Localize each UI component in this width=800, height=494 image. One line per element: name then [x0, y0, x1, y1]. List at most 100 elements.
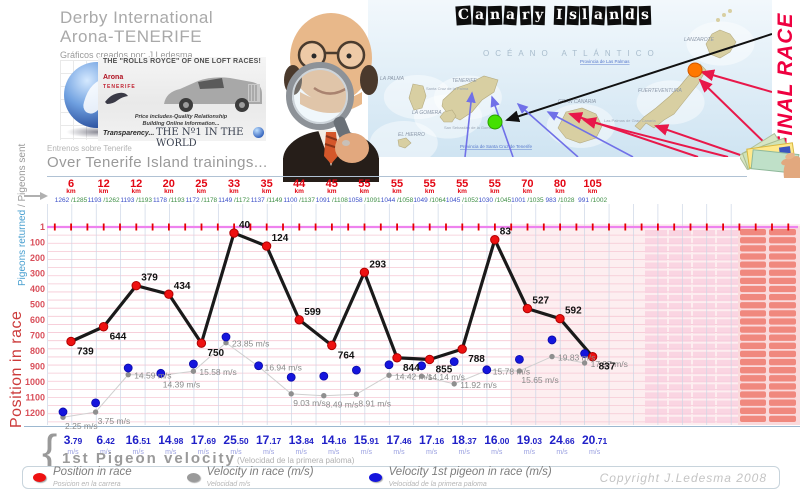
distance-unit: km: [261, 188, 272, 195]
canary-title-letter: r: [519, 5, 532, 26]
y-axis-tick-label: 300: [30, 268, 45, 278]
legend-item: Velocity in race (m/s) Velocidad m/s: [186, 466, 314, 489]
position-label: 855: [436, 364, 453, 375]
race-velocity-label: 14.42 m/s: [395, 371, 432, 381]
island-label: LANZAROTE: [684, 37, 715, 43]
town-label: San Sebastián de la Gomera: [444, 125, 496, 130]
first-pigeon-velocity-value: 17.69 m/s: [190, 433, 216, 456]
position-label: 788: [468, 354, 485, 365]
first-pigeon-velocity-value: 14.98 m/s: [158, 433, 184, 456]
first-pigeon-velocity-value: 17.46 m/s: [386, 433, 412, 456]
returned-sent-counts: 1049 /1064: [413, 197, 446, 204]
training-column-header: 55 km 1044 /1058: [375, 179, 419, 205]
first-pigeon-velocity-value: 17.16 m/s: [419, 433, 445, 456]
position-label: 434: [174, 281, 191, 292]
island-shape: [634, 63, 707, 131]
distance-value: 105: [583, 178, 602, 190]
training-column-header: 80 km 983 /1028: [538, 179, 582, 205]
returned-sent-counts: 1172 /1178: [185, 197, 218, 204]
first-pigeon-velocity-value: 16.00 m/s: [484, 433, 510, 456]
tagline-1: Price includes-Quality Relationship: [134, 114, 228, 120]
island-label: GRAN CANARIA: [558, 99, 597, 105]
brace-glyph: {: [42, 425, 58, 477]
distance-unit: km: [294, 188, 304, 195]
canary-map-svg: OCÉANO ATLÁNTICO LA PALMA TENERIFE LA GOMER…: [368, 0, 773, 165]
position-label: 739: [77, 346, 94, 357]
first-pigeon-velocity-value: 14.16 m/s: [321, 433, 347, 456]
distance-unit: km: [490, 188, 500, 195]
distance-value: 25: [195, 178, 208, 190]
distance-unit: km: [98, 188, 109, 195]
first-pigeon-velocity-value: 3.79 m/s: [63, 433, 83, 456]
y-axis-tick-label: 100: [30, 237, 45, 247]
sponsor-banner: THE "ROLLS ROYCE" OF ONE LOFT RACES! Aro…: [98, 57, 266, 149]
race-velocity-label: 15.78 m/s: [493, 367, 530, 377]
island-label: TENERIFE: [452, 78, 477, 84]
distance-unit: km: [131, 188, 141, 195]
island-shape: [408, 83, 427, 111]
training-column-header: 35 km 1137 /1149: [245, 178, 289, 205]
distance-unit: km: [424, 188, 435, 195]
legend-dot-icon: [33, 473, 46, 482]
euro-money-image: [740, 132, 800, 178]
canary-title-letter: s: [638, 5, 652, 26]
training-column-header: 55 km 1058 /1091: [342, 178, 386, 205]
first-pigeon-velocity-value: 24.66 m/s: [549, 433, 575, 456]
island-label: LA GOMERA: [412, 110, 442, 116]
distance-unit: km: [522, 188, 533, 195]
y-axis-tick-label: 500: [30, 299, 45, 309]
position-label: 40: [239, 220, 251, 231]
arona-logo-bottom: TENERIFE: [103, 84, 136, 90]
y-axis-tick-label: 200: [30, 253, 45, 263]
distance-value: 12: [97, 178, 110, 190]
y-axis-tick-label: 800: [30, 346, 45, 356]
y-axis-tick-label: 400: [30, 284, 45, 294]
returned-sent-counts: 1044 /1058: [380, 197, 414, 204]
race-velocity-label: 14.59 m/s: [134, 371, 171, 381]
canary-title-letter: C: [455, 5, 472, 26]
returned-sent-counts: 1030 /1045: [478, 197, 512, 204]
returned-sent-counts: 1100 /1137: [283, 197, 315, 204]
arona-logo-top: Arona: [103, 74, 124, 81]
province-label: Provincia de Santa Cruz de Tenerife: [460, 144, 532, 149]
race-velocity-label: 9.03 m/s: [293, 398, 326, 408]
distance-unit: km: [164, 188, 174, 195]
legend-item: Velocity 1st pigeon in race (m/s) Velocid…: [368, 466, 552, 489]
race-velocity-label: 8.49 m/s: [326, 400, 359, 410]
legend-dot-icon: [368, 473, 382, 482]
canary-title-letter: l: [580, 5, 591, 26]
training-column-header: 6 km 1262 /1285: [49, 179, 93, 205]
y-axis-tick-label: 700: [30, 330, 45, 340]
returned-sent-counts: 991 /1002: [578, 197, 608, 204]
mini-globe-icon: [253, 127, 264, 138]
distance-unit: km: [327, 188, 337, 195]
distance-value: 12: [130, 178, 143, 190]
banner-headline: THE "ROLLS ROYCE" OF ONE LOFT RACES!: [102, 58, 262, 65]
race-velocity-label: 15.65 m/s: [521, 375, 558, 385]
position-label: 592: [565, 306, 582, 317]
race-velocity-label: 2.25 m/s: [65, 421, 98, 431]
town-label: Santa Cruz de la Palma: [426, 86, 469, 91]
legend-item: Position in race Posicion en la carrera: [33, 466, 132, 489]
first-pigeon-velocity-value: 17.17 m/s: [256, 433, 282, 456]
training-column-header: 12 km 1193 /1262: [82, 178, 126, 205]
returned-sent-counts: 1262 /1285: [54, 197, 88, 204]
position-label: 83: [500, 227, 512, 238]
island-label: EL HIERRO: [398, 132, 425, 138]
training-column-header: 44 km 1100 /1137: [277, 179, 321, 205]
tagline-no1: THE Nº1 IN THE WORLD: [156, 127, 244, 149]
distance-value: 35: [260, 178, 273, 190]
first-pigeon-velocity-value: 13.84 m/s: [288, 433, 314, 456]
page-title-line1: Derby International: [60, 8, 214, 27]
province-label: Provincia de Las Palmas: [580, 59, 630, 64]
distance-value: 45: [325, 178, 338, 190]
canary-title-letter: y: [532, 5, 546, 26]
man-magnifier-image: [283, 13, 379, 182]
trainings-underline: [47, 176, 747, 177]
position-label: 599: [304, 307, 321, 318]
y-axis-tick-label: 900: [30, 361, 45, 371]
distance-value: 55: [358, 178, 371, 190]
distance-value: 70: [521, 178, 534, 190]
canary-title-letter: n: [606, 5, 622, 26]
